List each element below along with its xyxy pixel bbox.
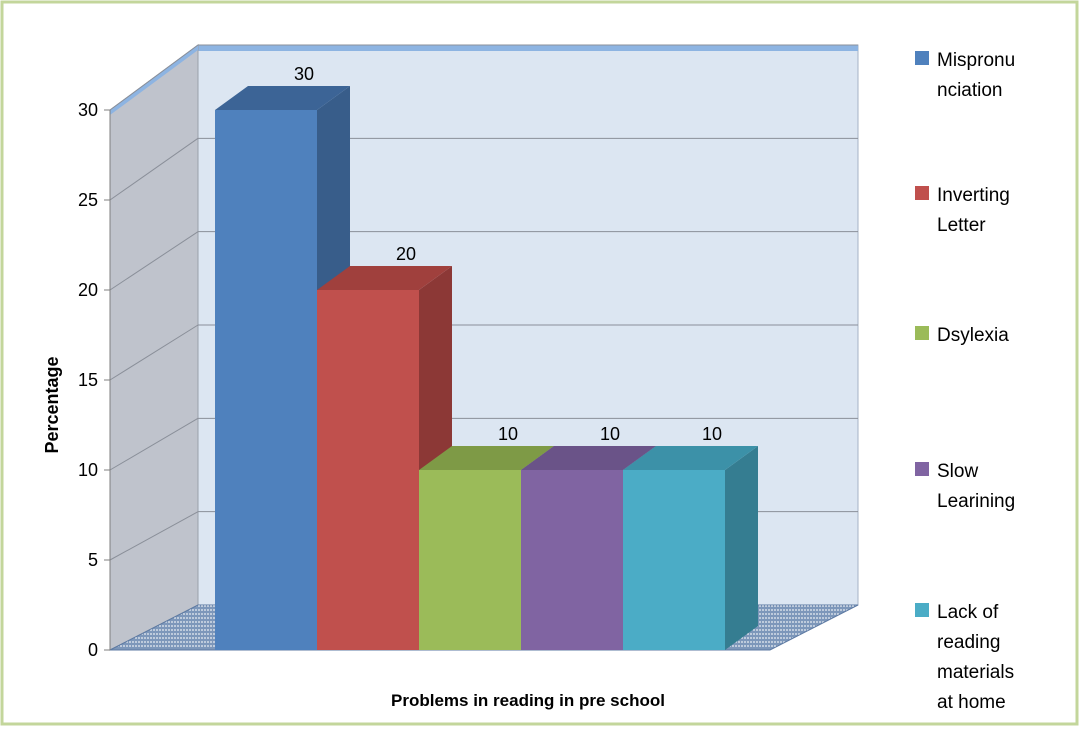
legend-swatch [915, 326, 929, 340]
legend-label: reading [937, 632, 1000, 653]
bar-front [419, 470, 521, 650]
data-label: 20 [396, 244, 416, 264]
y-tick-label: 0 [88, 640, 98, 660]
legend-label: Learining [937, 491, 1015, 512]
gridline-side [109, 417, 199, 471]
legend-label: Dsylexia [937, 325, 1009, 346]
legend-entry-2: Inverting Letter [915, 185, 1010, 236]
y-axis: 0 5 10 15 20 25 30 [78, 100, 111, 660]
legend-swatch [915, 186, 929, 200]
bar-front [521, 470, 623, 650]
y-tick-label: 25 [78, 190, 98, 210]
y-tick-label: 20 [78, 280, 98, 300]
bar-front [215, 110, 317, 650]
bars [215, 86, 758, 650]
data-label: 30 [294, 64, 314, 84]
x-axis-label: Problems in reading in pre school [391, 691, 665, 710]
y-axis-label: Percentage [42, 356, 62, 453]
gridline-side [109, 44, 199, 111]
legend-label: Mispronu [937, 50, 1015, 71]
legend-label: Letter [937, 215, 986, 236]
legend-entry-3: Dsylexia [915, 325, 1009, 346]
data-labels: 30 20 10 10 10 [294, 64, 722, 444]
legend-entry-4: Slow Learining [915, 461, 1015, 512]
bar-top [419, 446, 554, 470]
legend-swatch [915, 603, 929, 617]
legend-label: materials [937, 662, 1014, 683]
bar-5 [623, 446, 758, 650]
legend-label: Inverting [937, 185, 1010, 206]
legend: Mispronu nciation Inverting Letter Dsylexia S… [915, 50, 1015, 713]
bar-top [623, 446, 758, 470]
gridline-side [109, 511, 199, 561]
bar-top [317, 266, 452, 290]
gridline-side [109, 324, 199, 381]
bar-front [623, 470, 725, 650]
legend-swatch [915, 51, 929, 65]
legend-entry-1: Mispronu nciation [915, 50, 1015, 101]
side-wall [109, 44, 199, 651]
legend-label: Slow [937, 461, 978, 482]
back-wall-top-edge [198, 45, 858, 51]
y-tick-label: 10 [78, 460, 98, 480]
side-wall-top-edge [110, 45, 198, 115]
data-label: 10 [600, 424, 620, 444]
legend-swatch [915, 462, 929, 476]
data-label: 10 [498, 424, 518, 444]
y-tick-label: 5 [88, 550, 98, 570]
legend-label: nciation [937, 80, 1003, 101]
data-label: 10 [702, 424, 722, 444]
gridline-side [109, 231, 199, 291]
legend-label: at home [937, 692, 1006, 713]
y-tick-label: 15 [78, 370, 98, 390]
y-tick-label: 30 [78, 100, 98, 120]
legend-label: Lack of [937, 602, 999, 623]
bar-top [215, 86, 350, 110]
legend-entry-5: Lack of reading materials at home [915, 602, 1014, 713]
bar-top [521, 446, 656, 470]
gridline-side [109, 137, 199, 201]
bar-front [317, 290, 419, 650]
bar-side [725, 446, 758, 650]
